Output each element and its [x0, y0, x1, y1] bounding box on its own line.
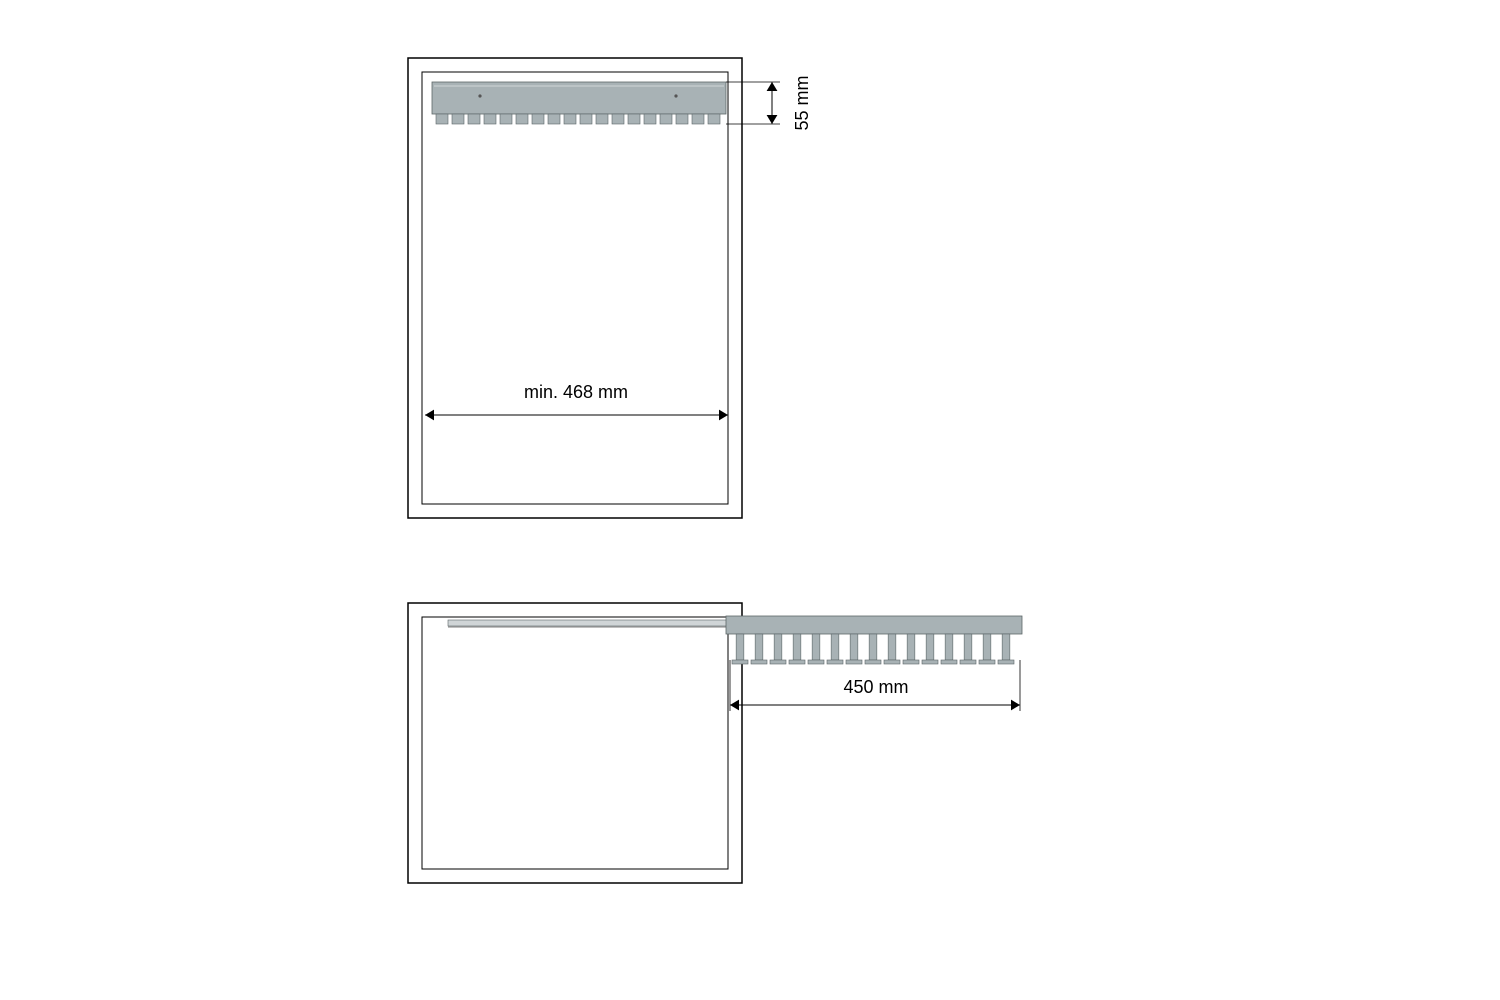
rack-front: [432, 82, 726, 124]
side-view: 450 mm: [408, 603, 1022, 883]
cabinet-outer: [408, 58, 742, 518]
dimension-height-label: 55 mm: [792, 75, 812, 130]
screw-icon: [674, 94, 677, 97]
rack-side: [726, 616, 1022, 664]
top-view: 55 mm min. 468 mm: [408, 58, 812, 518]
cabinet-outer-side: [408, 603, 742, 883]
diagram-canvas: 55 mm min. 468 mm 450 mm: [0, 0, 1500, 1000]
cabinet-inner-side: [422, 617, 728, 869]
cabinet-inner: [422, 72, 728, 504]
dimension-extension-label: 450 mm: [843, 677, 908, 697]
screw-icon: [478, 94, 481, 97]
dimension-height: 55 mm: [726, 75, 812, 130]
dimension-width: min. 468 mm: [425, 382, 728, 420]
dimension-extension: 450 mm: [730, 660, 1020, 711]
dimension-width-label: min. 468 mm: [524, 382, 628, 402]
